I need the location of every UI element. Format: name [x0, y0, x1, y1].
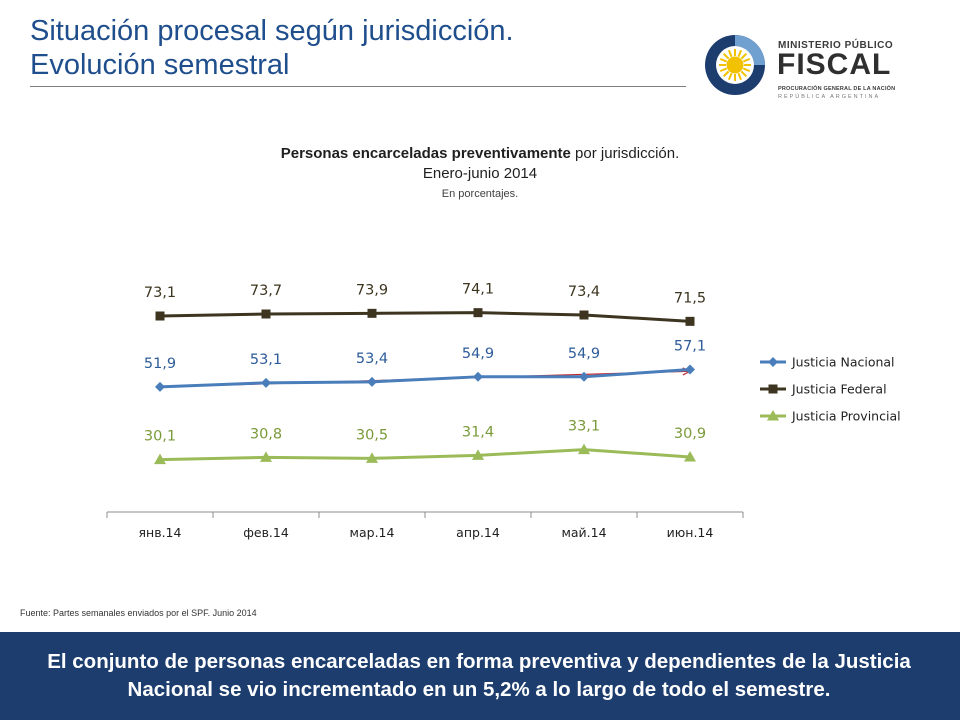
sun-ray	[740, 70, 748, 78]
x-tick-label: май.14	[561, 525, 606, 540]
legend-marker-justicia-provincial	[767, 410, 779, 421]
data-point-justicia-provincial	[684, 450, 696, 462]
header-divider	[30, 86, 686, 87]
sun-ray	[742, 57, 751, 63]
data-label-justicia-provincial: 30,9	[674, 426, 706, 442]
data-label-justicia-provincial: 33,1	[568, 419, 600, 435]
data-label-justicia-federal: 73,7	[250, 283, 282, 299]
x-tick-label: янв.14	[139, 525, 182, 540]
data-label-justicia-federal: 73,9	[356, 282, 388, 298]
sun-ray	[719, 57, 728, 63]
logo-ministerio-text: MINISTERIO PÚBLICO	[778, 40, 894, 51]
data-label-justicia-federal: 73,4	[568, 284, 600, 300]
slide-title: Situación procesal según jurisdicción. E…	[30, 14, 690, 82]
data-point-justicia-federal	[473, 308, 483, 318]
footer-conclusion-text: El conjunto de personas encarceladas en …	[47, 650, 911, 701]
data-point-justicia-nacional	[261, 377, 271, 388]
data-label-justicia-nacional: 57,1	[674, 338, 706, 354]
data-point-justicia-provincial	[260, 451, 272, 462]
data-label-justicia-federal: 73,1	[144, 285, 176, 301]
sun-ray	[722, 52, 730, 60]
logo-republica-text: REPÚBLICA ARGENTINA	[778, 94, 881, 100]
data-label-justicia-provincial: 30,5	[356, 427, 388, 443]
chart-title: Personas encarceladas preventivamente po…	[150, 145, 810, 162]
data-point-justicia-nacional	[685, 364, 695, 375]
sun-ray	[737, 72, 743, 81]
data-point-justicia-provincial	[366, 452, 378, 463]
data-label-justicia-nacional: 54,9	[568, 346, 600, 362]
slide-title-line1: Situación procesal según jurisdicción.	[30, 15, 514, 47]
footer-banner: El conjunto de personas encarceladas en …	[0, 632, 960, 720]
data-label-justicia-nacional: 53,4	[356, 351, 388, 367]
x-tick-label: июн.14	[667, 525, 714, 540]
data-point-justicia-provincial	[578, 443, 590, 455]
data-point-justicia-federal	[261, 309, 271, 319]
data-label-justicia-provincial: 30,1	[144, 429, 176, 445]
data-point-justicia-federal	[367, 308, 377, 318]
data-point-justicia-nacional	[155, 381, 165, 392]
chart-title-bold: Personas encarceladas preventivamente	[280, 145, 571, 162]
data-label-justicia-provincial: 30,8	[250, 426, 282, 442]
sun-ray	[727, 72, 733, 81]
legend-label-justicia-provincial: Justicia Provincial	[791, 409, 901, 424]
logo-fiscal-text: FISCAL	[777, 48, 892, 81]
data-label-justicia-federal: 71,5	[674, 290, 706, 306]
x-tick-label: мар.14	[350, 525, 395, 540]
data-point-justicia-nacional	[473, 371, 483, 382]
data-label-justicia-provincial: 31,4	[462, 424, 494, 440]
data-point-justicia-nacional	[367, 376, 377, 387]
slide-header: Situación procesal según jurisdicción. E…	[30, 14, 690, 82]
data-label-justicia-nacional: 53,1	[250, 352, 282, 368]
source-note: Fuente: Partes semanales enviados por el…	[20, 608, 257, 618]
sun-ray	[742, 67, 751, 73]
series-line-justicia-federal	[159, 311, 691, 323]
data-label-justicia-nacional: 51,9	[144, 356, 176, 372]
sun-ray	[727, 49, 733, 58]
data-point-justicia-federal	[685, 316, 695, 326]
chart-subtitle: Enero-junio 2014	[422, 165, 538, 182]
line-chart: янв.14 фев.14 мар.14 апр.14 май.14 июн.14 51,…	[106, 282, 901, 540]
data-point-justicia-federal	[579, 310, 589, 320]
legend-label-justicia-nacional: Justicia Nacional	[791, 355, 895, 370]
legend-marker-justicia-federal	[768, 384, 778, 394]
chart-units-note: En porcentajes.	[441, 188, 519, 200]
slide-title-line2: Evolución semestral	[30, 49, 290, 81]
chart-title-rest: por jurisdicción.	[570, 145, 680, 162]
series-line-justicia-provincial	[159, 448, 691, 462]
sun-ray	[722, 70, 730, 78]
logo-procuracion-text: PROCURACIÓN GENERAL DE LA NACIÓN	[778, 86, 896, 92]
data-label-justicia-federal: 74,1	[462, 282, 494, 298]
legend-label-justicia-federal: Justicia Federal	[791, 382, 887, 397]
data-point-justicia-provincial	[472, 449, 484, 460]
sun-ray	[719, 67, 728, 73]
sun-ray	[737, 49, 743, 58]
sun-seal-icon	[705, 35, 765, 95]
data-label-justicia-nacional: 54,9	[462, 346, 494, 362]
data-point-justicia-nacional	[579, 371, 589, 382]
ministerio-fiscal-logo: MINISTERIO PÚBLICO FISCAL PROCURACIÓN GE…	[704, 34, 896, 104]
sun-ray	[740, 52, 748, 60]
series-line-justicia-nacional	[159, 367, 691, 389]
x-tick-label: фев.14	[243, 525, 289, 540]
x-tick-label: апр.14	[456, 525, 500, 540]
data-point-justicia-federal	[155, 311, 165, 321]
data-point-justicia-provincial	[154, 453, 166, 465]
legend-marker-justicia-nacional	[768, 357, 778, 367]
